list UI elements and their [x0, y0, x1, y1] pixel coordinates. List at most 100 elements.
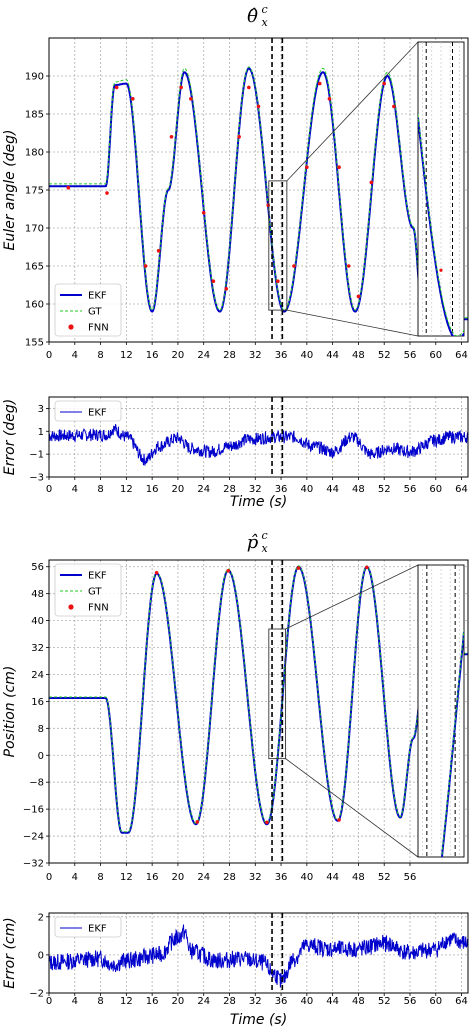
x-tick-label: 24 [197, 872, 210, 883]
x-axis-label: Time (s) [230, 494, 287, 510]
data-point-fnn [265, 820, 269, 825]
series-line-gt [49, 565, 468, 833]
x-tick-label: 64 [455, 484, 468, 495]
legend-label-ekf: EKF [88, 924, 107, 935]
zoom-connector [286, 41, 419, 182]
legend-marker-fnn [68, 604, 74, 610]
legend: EKF [54, 400, 122, 422]
legend: EKF GT FNN [54, 563, 122, 617]
y-tick-label: 56 [31, 562, 44, 573]
x-tick-label: 4 [72, 872, 78, 883]
x-tick-label: 32 [249, 484, 262, 495]
x-tick-label: 56 [404, 872, 417, 883]
series-line-ekf [49, 924, 468, 988]
data-point-fnn [369, 180, 374, 185]
data-point-fnn [195, 820, 200, 824]
x-tick-label: 16 [146, 484, 159, 495]
x-tick-label: 36 [275, 484, 288, 495]
x-tick-label: 60 [429, 484, 442, 495]
data-point-fnn [169, 135, 174, 139]
data-point-fnn [237, 135, 241, 139]
x-tick-label: 0 [46, 996, 52, 1007]
x-axis-label: Time (s) [230, 1012, 287, 1028]
x-tick-label: 16 [146, 996, 159, 1007]
chart-title: θ̂ [247, 6, 258, 27]
y-tick-label: 0 [38, 950, 44, 961]
data-point-fnn [211, 279, 216, 284]
data-point-fnn [226, 568, 231, 573]
y-axis-label: Position (cm) [2, 666, 18, 758]
x-tick-label: 52 [378, 996, 391, 1007]
x-tick-label: 8 [97, 350, 103, 361]
x-tick-label: 44 [326, 484, 339, 495]
data-point-fnn [256, 104, 261, 109]
x-tick-label: 28 [223, 872, 236, 883]
data-point-fnn [327, 97, 332, 101]
x-tick-label: 52 [378, 484, 391, 495]
data-point-fnn [105, 191, 109, 195]
x-tick-label: 24 [197, 350, 210, 361]
y-tick-label: 32 [31, 643, 44, 654]
x-tick-label: 20 [172, 872, 185, 883]
y-tick-label: 1 [38, 427, 44, 438]
data-point-fnn [143, 264, 148, 268]
x-tick-label: 20 [172, 996, 185, 1007]
data-point-fnn [346, 264, 351, 268]
y-tick-label: 0 [38, 751, 44, 762]
y-tick-label: 48 [31, 589, 44, 600]
x-tick-label: 52 [378, 350, 391, 361]
x-tick-label: 0 [46, 350, 52, 361]
y-tick-label: 8 [38, 724, 44, 735]
axes-frame [48, 396, 469, 478]
legend-label-ekf: EKF [88, 291, 107, 302]
inset-point [439, 268, 443, 272]
x-tick-label: 4 [72, 484, 78, 495]
inset-line-ekf [440, 632, 464, 857]
data-point-fnn [276, 279, 280, 284]
x-tick-label: 12 [120, 872, 133, 883]
x-tick-label: 44 [326, 996, 339, 1007]
legend-frame [54, 916, 122, 938]
x-tick-label: 0 [46, 872, 52, 883]
zoom-inset [417, 41, 465, 337]
plot-area [49, 565, 468, 834]
data-point-fnn [364, 565, 369, 570]
inset-plot [418, 42, 464, 336]
y-tick-label: 185 [25, 110, 44, 121]
chart-panel-1: 0 4 8 12 16 20 24 28 32 36 40 44 48 52 56 60 64155160165… [2, 3, 469, 361]
axes-frame [48, 559, 469, 864]
y-axis-label: Error (cm) [2, 917, 18, 988]
series-line-gt [49, 66, 468, 319]
y-axis-label: Error (deg) [2, 399, 18, 475]
y-axis-label: Euler angle (deg) [2, 129, 18, 250]
legend-label-gt: GT [88, 307, 102, 318]
x-tick-label: 48 [352, 484, 365, 495]
x-tick-label: 24 [197, 996, 210, 1007]
x-tick-label: 4 [72, 996, 78, 1007]
series-line-ekf [49, 424, 468, 466]
y-tick-label: 3 [38, 404, 44, 415]
y-tick-label: −3 [29, 473, 44, 484]
x-tick-label: 40 [300, 872, 313, 883]
y-tick-label: 190 [25, 72, 44, 83]
x-tick-label: 48 [352, 872, 365, 883]
chart-title-subscript: x [262, 16, 269, 29]
data-point-fnn [305, 165, 309, 169]
y-tick-label: 165 [25, 262, 44, 273]
data-point-fnn [114, 85, 119, 90]
data-point-fnn [247, 85, 251, 90]
chart-panel-2: 0 4 8 12 16 20 24 28 32 36 40 44 48 52 56 60 64−3−113Err… [2, 396, 469, 510]
data-point-fnn [382, 81, 387, 86]
data-point-fnn [356, 294, 361, 299]
x-tick-label: 44 [326, 872, 339, 883]
legend-frame [54, 563, 122, 617]
legend: EKF [54, 916, 122, 938]
x-tick-label: 36 [275, 350, 288, 361]
legend-frame [54, 283, 122, 337]
x-tick-label: 4 [72, 350, 78, 361]
data-point-fnn [292, 264, 296, 268]
inset-line-gt [418, 114, 464, 336]
data-point-fnn [201, 211, 206, 215]
x-tick-label: 32 [249, 996, 262, 1007]
